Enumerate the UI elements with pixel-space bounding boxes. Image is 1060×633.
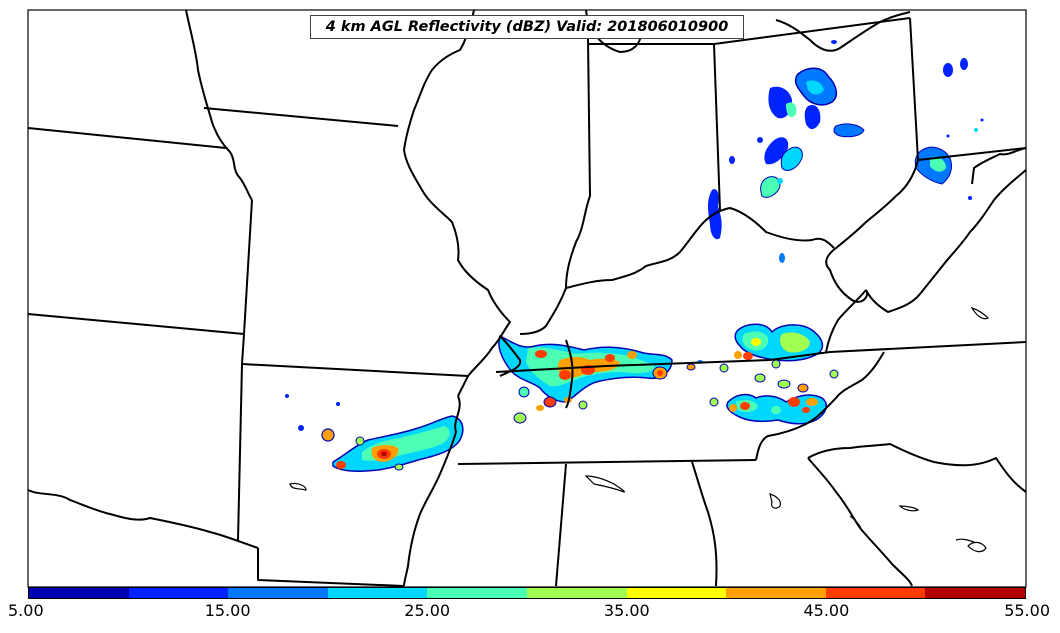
- map-title: 4 km AGL Reflectivity (dBZ) Valid: 20180…: [310, 15, 744, 39]
- colorbar-tick-label: 45.00: [803, 601, 850, 620]
- colorbar-segment-9: [925, 588, 1025, 598]
- colorbar-tick-label: 5.00: [8, 601, 44, 620]
- colorbar-segment-6: [626, 588, 727, 598]
- colorbar: [28, 587, 1026, 599]
- colorbar-segment-5: [526, 588, 627, 598]
- echo-cluster-east-tennessee: [709, 253, 839, 425]
- colorbar-segment-8: [825, 588, 926, 598]
- colorbar-segment-3: [327, 588, 428, 598]
- colorbar-segment-4: [427, 588, 527, 598]
- colorbar-tick-label: 35.00: [603, 601, 650, 620]
- echo-cluster-ohio: [708, 40, 984, 240]
- colorbar-segment-7: [726, 588, 826, 598]
- echo-cluster-arkansas: [285, 394, 464, 472]
- colorbar-tick-label: 25.00: [404, 601, 451, 620]
- water-features: [289, 306, 990, 553]
- map-background: [28, 10, 1026, 587]
- colorbar-tick-label: 55.00: [1004, 601, 1050, 620]
- colorbar-segment-2: [228, 588, 328, 598]
- colorbar-segment-0: [29, 588, 129, 598]
- state-boundaries: [27, 9, 1027, 587]
- colorbar-tick-label: 15.00: [204, 601, 251, 620]
- colorbar-segment-1: [128, 588, 229, 598]
